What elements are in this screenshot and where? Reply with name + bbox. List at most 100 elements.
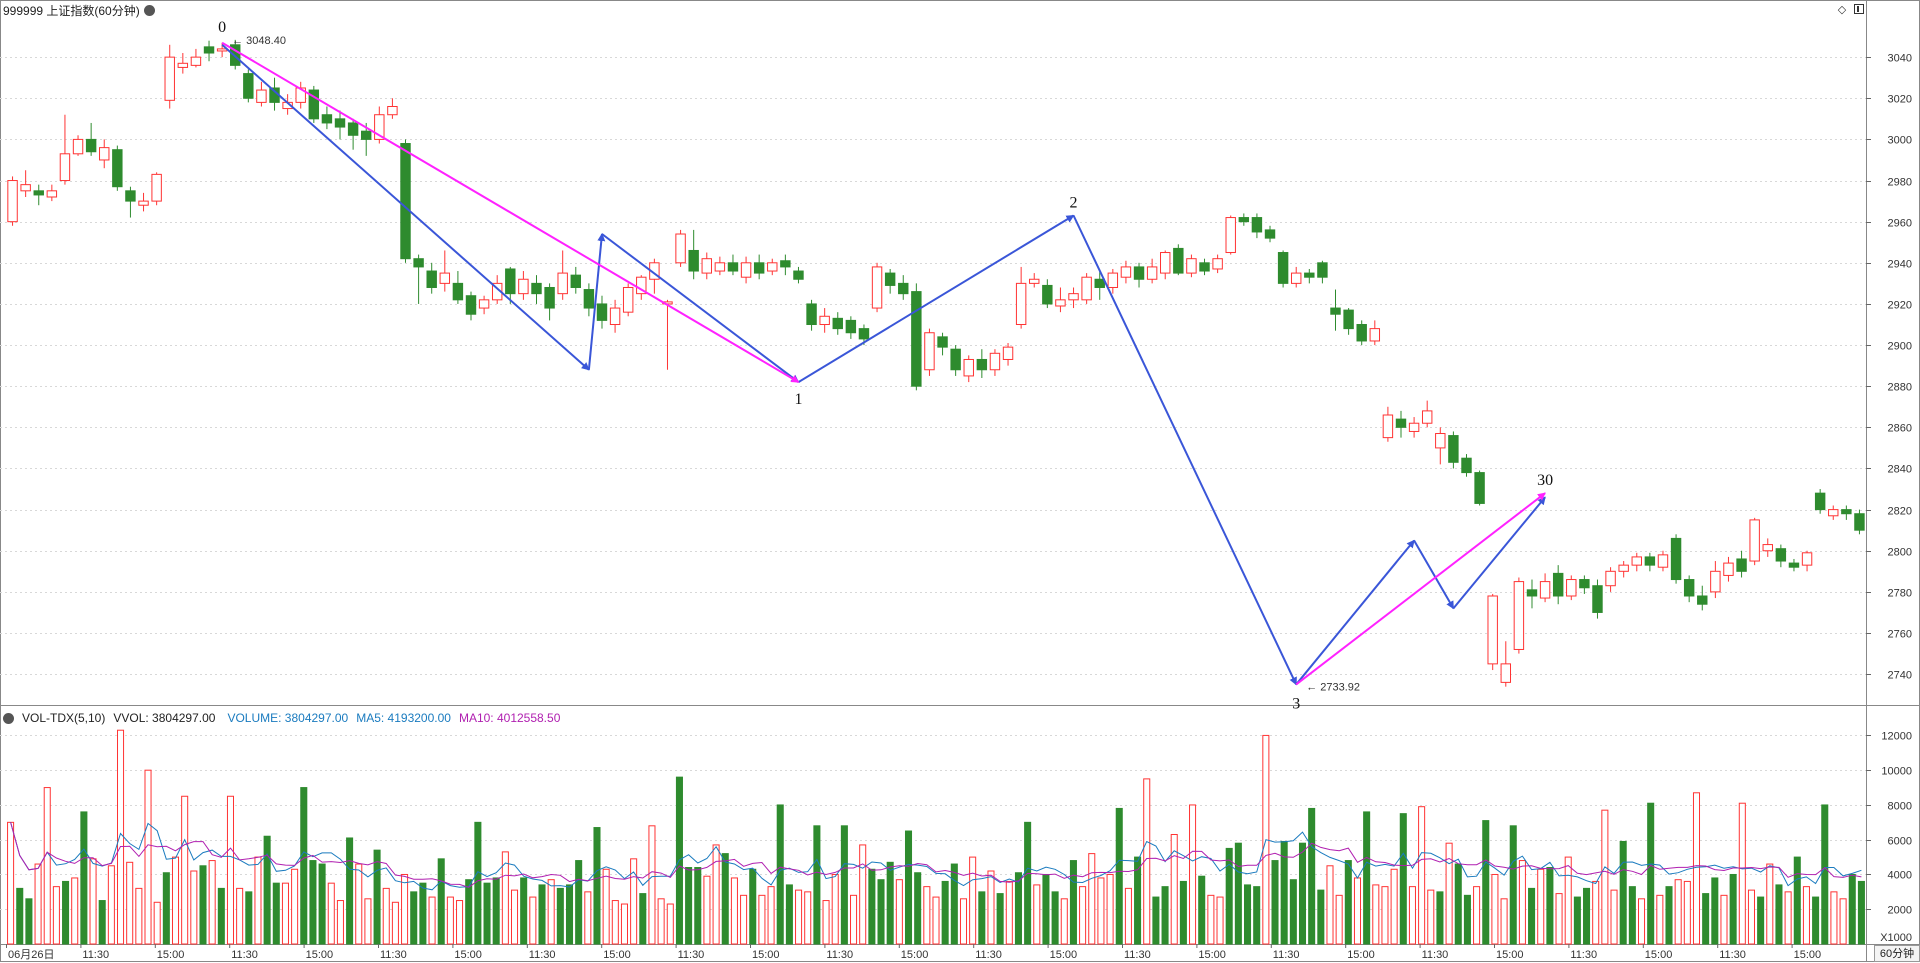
volume-bar-up	[34, 863, 42, 945]
price-tick-label: 2880	[1888, 382, 1912, 394]
volume-bar-down	[1857, 880, 1865, 945]
volume-bar-up	[1427, 889, 1435, 945]
candle-down	[1094, 278, 1105, 288]
volume-bar-down	[1134, 856, 1142, 945]
candle-up	[924, 332, 935, 371]
candle-up	[1657, 554, 1669, 568]
price-annotation: ← 2733.92	[1306, 682, 1360, 694]
time-tick-label: 15:00	[1050, 949, 1078, 961]
candle-up	[46, 190, 58, 198]
window-icon[interactable]	[1854, 4, 1864, 14]
volume-bar-down	[474, 821, 482, 945]
volume-bar-up	[547, 879, 555, 945]
volume-bar-up	[804, 891, 812, 945]
candle-up	[72, 138, 84, 155]
candle-up	[1487, 595, 1498, 665]
volume-bar-down	[1702, 893, 1710, 945]
chart-title-bar: 999999 上证指数(60分钟)	[3, 2, 155, 19]
wave-arrow	[797, 214, 1075, 383]
volume-bar-down	[309, 860, 317, 945]
volume-bar-down	[1115, 807, 1123, 945]
volume-bar-down	[721, 853, 729, 945]
chevron-down-icon[interactable]	[143, 5, 155, 16]
candle-down	[1251, 217, 1263, 233]
candle-down	[950, 348, 961, 371]
ma10-label: MA10: 4012558.50	[458, 711, 561, 725]
volume-bar-down	[1069, 860, 1077, 945]
candle-up	[1081, 276, 1092, 301]
volume-bar-up	[1207, 894, 1215, 945]
candle-up	[1828, 509, 1839, 517]
time-tick-label: 11:30	[82, 949, 109, 961]
time-tick-label: 11:30	[1719, 949, 1746, 961]
volume-bar-down	[1848, 873, 1856, 945]
price-tick-label: 2860	[1888, 423, 1912, 435]
volume-bar-down	[749, 868, 757, 945]
wave-label: 1	[794, 391, 802, 408]
candle-down	[1448, 435, 1459, 463]
time-tick-label: 11:30	[529, 949, 556, 961]
price-tick-label: 2740	[1888, 670, 1912, 682]
candle-down	[1395, 418, 1407, 428]
candle-up	[1513, 581, 1525, 650]
volume-bar-up	[584, 891, 592, 945]
candle-down	[1670, 537, 1682, 581]
volume-bar-down	[886, 861, 894, 945]
volume-bar-up	[446, 896, 454, 945]
volume-bar-down	[1289, 879, 1297, 945]
candle-down	[937, 336, 948, 348]
time-tick-label: 11:30	[678, 949, 705, 961]
candle-down	[806, 303, 817, 326]
volume-bar-up	[1326, 865, 1334, 945]
price-tick-label: 2840	[1888, 464, 1912, 476]
candle-down	[1579, 579, 1590, 589]
volume-bar-up	[923, 886, 931, 945]
volume-bar-down	[272, 882, 280, 945]
volume-bar-up	[850, 894, 858, 945]
volume-bar-up	[1097, 877, 1105, 945]
wave-arrow	[1295, 492, 1546, 686]
candle-up	[714, 262, 726, 272]
candle-up	[1539, 581, 1551, 599]
candle-up	[216, 48, 228, 52]
candle-down	[1474, 472, 1485, 504]
candle-up	[1605, 570, 1616, 587]
volume-bar-down	[840, 825, 848, 945]
volume-bar-up	[208, 860, 216, 945]
chevron-down-icon[interactable]	[3, 712, 14, 724]
candle-down	[688, 249, 699, 272]
period-selector[interactable]: 60分钟	[1874, 945, 1920, 962]
candle-up	[1146, 266, 1158, 280]
volume-bar-up	[987, 870, 995, 945]
volume-bar-up	[1445, 842, 1453, 945]
candle-down	[1788, 562, 1800, 568]
candle-down	[321, 114, 333, 124]
volume-bar-down	[1271, 860, 1279, 945]
volume-bar-down	[1793, 856, 1801, 945]
candle-up	[1421, 410, 1433, 424]
candle-down	[1526, 589, 1538, 597]
candle-up	[518, 278, 529, 295]
time-tick-label: 15:00	[752, 949, 780, 961]
volume-bar-up	[501, 851, 509, 945]
candle-down	[1854, 513, 1865, 531]
candle-up	[1382, 414, 1394, 439]
time-tick-label: 15:00	[901, 949, 929, 961]
volume-bar-up	[254, 856, 262, 945]
volume-bar-down	[245, 891, 253, 945]
volume-bar-down	[483, 882, 491, 945]
time-tick-label: 11:30	[826, 949, 853, 961]
wave-arrow	[1072, 215, 1298, 686]
candle-down	[727, 262, 739, 272]
diamond-icon[interactable]: ◇	[1837, 3, 1847, 16]
volume-tick-label: 2000	[1888, 905, 1912, 917]
time-tick-label: 11:30	[231, 949, 258, 961]
volume-bar-up	[712, 844, 720, 945]
candle-up	[675, 233, 686, 264]
volume-bar-up	[153, 901, 161, 945]
volume-tick-label: 8000	[1888, 801, 1912, 813]
price-tick-label: 2940	[1888, 259, 1912, 271]
volume-tick-label: 10000	[1881, 766, 1912, 778]
